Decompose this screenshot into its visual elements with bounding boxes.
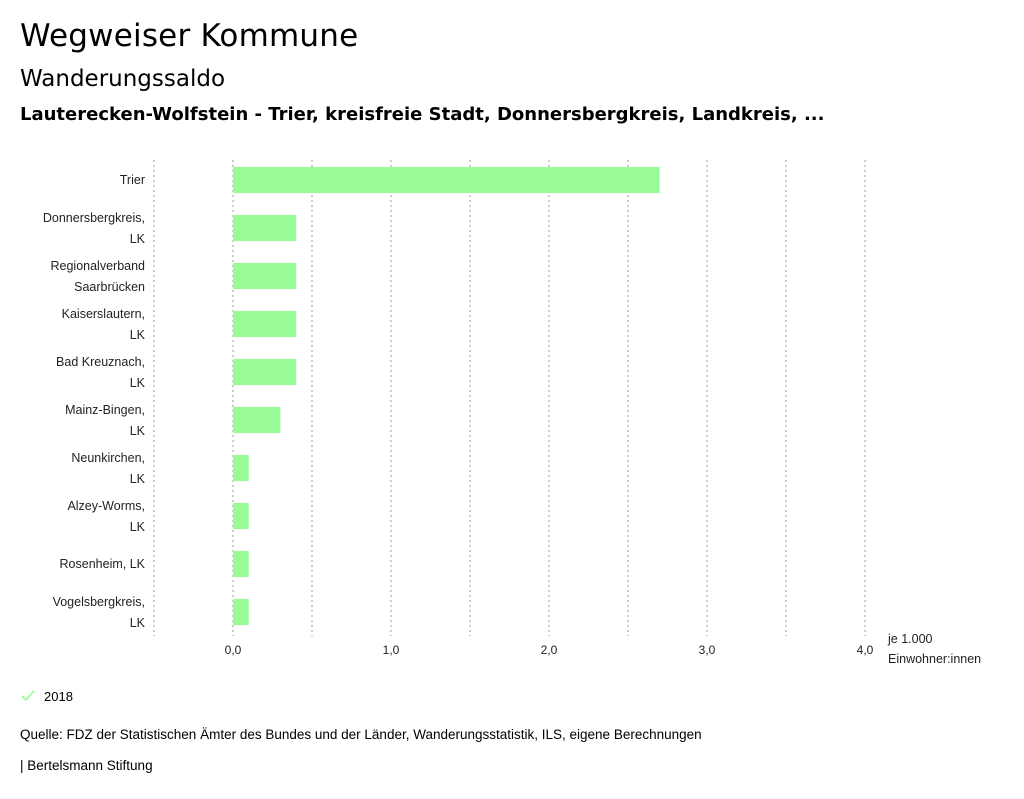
category-label: Kaiserslautern, LK xyxy=(62,307,146,342)
category-label: Alzey-Worms, LK xyxy=(67,499,145,534)
category-label: Neunkirchen, LK xyxy=(71,451,145,486)
legend-item-2018: 2018 xyxy=(44,688,73,704)
bar xyxy=(233,551,249,577)
bar xyxy=(233,599,249,625)
x-tick-label: 2,0 xyxy=(541,643,558,657)
bar xyxy=(233,215,297,241)
bar xyxy=(233,455,249,481)
bar xyxy=(233,263,297,289)
credit-note: | Bertelsmann Stiftung xyxy=(20,758,153,773)
bar-chart: 0,0 1,0 2,0 3,0 4,0 je 1.000 Einwohner:innen Tr… xyxy=(43,160,981,666)
bar xyxy=(233,311,297,337)
legend[interactable]: 2018 xyxy=(20,688,73,704)
category-label: Trier xyxy=(120,173,145,187)
category-label: Donnersbergkreis, LK xyxy=(43,211,146,246)
category-label: Bad Kreuznach, LK xyxy=(56,355,146,390)
page-title: Wegweiser Kommune xyxy=(20,18,359,54)
bar xyxy=(233,503,249,529)
x-tick-label: 1,0 xyxy=(383,643,400,657)
x-tick-label: 0,0 xyxy=(225,643,242,657)
bar xyxy=(233,167,660,193)
category-label: Regionalverband Saarbrücken xyxy=(50,259,145,294)
x-axis-label: je 1.000 Einwohner:innen xyxy=(887,632,981,666)
x-tick-label: 3,0 xyxy=(699,643,716,657)
bar xyxy=(233,359,297,385)
category-label: Mainz-Bingen, LK xyxy=(65,403,146,438)
chart-subtitle: Wanderungssaldo xyxy=(20,66,226,92)
x-tick-label: 4,0 xyxy=(857,643,874,657)
category-label: Rosenheim, LK xyxy=(60,557,146,571)
source-note: Quelle: FDZ der Statistischen Ämter des … xyxy=(20,727,702,742)
bar xyxy=(233,407,281,433)
check-icon xyxy=(21,690,35,702)
region-context: Lauterecken-Wolfstein - Trier, kreisfrei… xyxy=(20,104,825,125)
category-label: Vogelsbergkreis, LK xyxy=(53,595,146,630)
